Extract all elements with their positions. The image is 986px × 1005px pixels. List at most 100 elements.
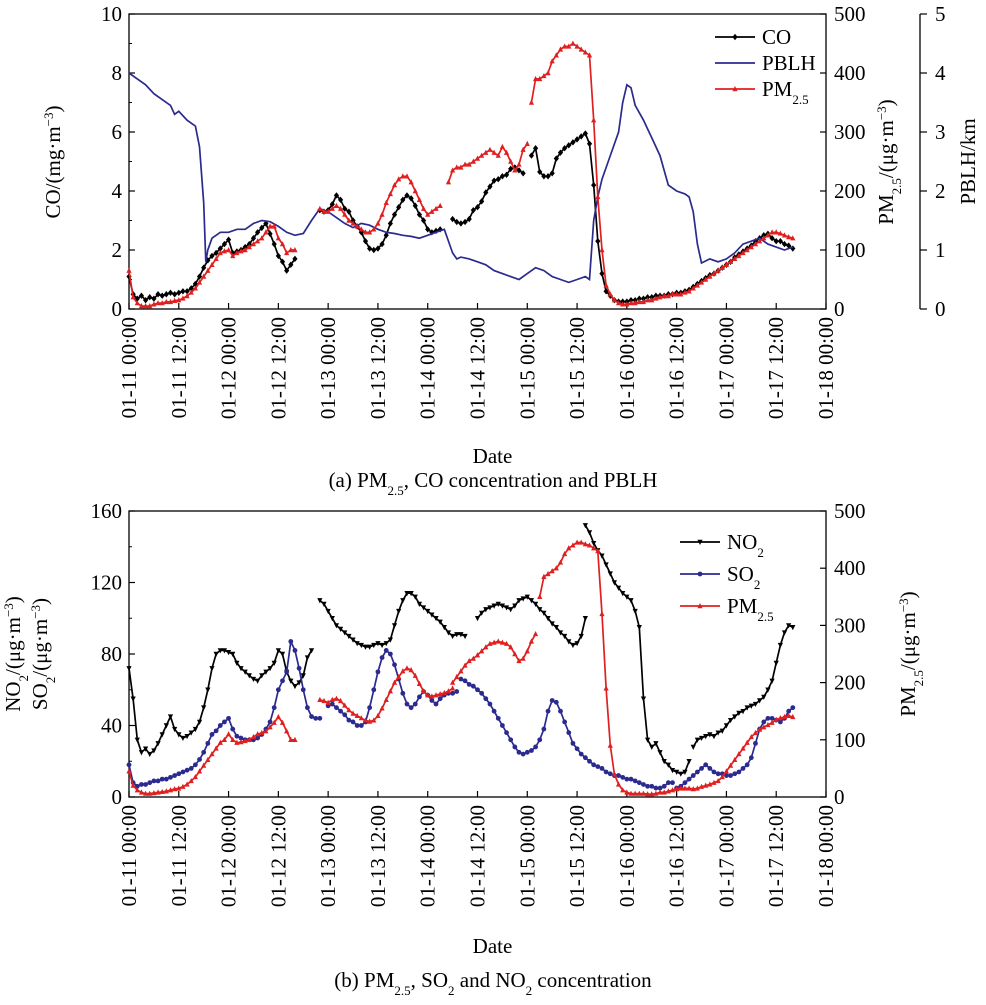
data-point bbox=[532, 145, 539, 152]
data-point bbox=[732, 86, 738, 92]
data-point bbox=[371, 687, 377, 693]
data-point bbox=[475, 687, 480, 693]
data-point bbox=[636, 298, 642, 305]
data-point bbox=[379, 240, 385, 248]
data-point bbox=[740, 709, 746, 715]
data-point bbox=[255, 229, 261, 236]
data-point bbox=[487, 640, 493, 646]
x-axis-tick-label: 01-14 12:00 bbox=[466, 317, 490, 419]
data-point bbox=[275, 687, 281, 693]
data-point bbox=[420, 205, 427, 211]
data-point bbox=[537, 75, 543, 82]
x-axis-tick-label: 01-13 00:00 bbox=[316, 317, 340, 419]
data-point bbox=[653, 790, 659, 796]
data-point bbox=[292, 255, 298, 263]
data-point bbox=[271, 705, 277, 711]
data-point bbox=[669, 767, 676, 774]
data-point bbox=[180, 783, 186, 789]
data-point bbox=[603, 769, 609, 775]
data-point bbox=[408, 179, 414, 185]
right-axis-tick-label: 300 bbox=[834, 613, 866, 637]
data-point bbox=[275, 713, 281, 720]
data-point bbox=[495, 638, 501, 644]
data-point bbox=[217, 245, 223, 252]
data-point bbox=[371, 246, 377, 254]
data-point bbox=[661, 759, 667, 765]
data-point bbox=[541, 610, 547, 616]
data-point bbox=[479, 690, 485, 696]
data-point bbox=[445, 688, 452, 694]
data-point bbox=[553, 565, 559, 571]
data-point bbox=[732, 756, 738, 763]
no2-axis-label: NO2/(μg·m−3) bbox=[1, 596, 31, 712]
data-point bbox=[412, 701, 418, 707]
x-axis-tick-label: 01-12 00:00 bbox=[217, 317, 241, 419]
data-point bbox=[309, 714, 314, 719]
data-point bbox=[180, 295, 186, 301]
data-point bbox=[512, 167, 518, 173]
data-point bbox=[159, 732, 165, 738]
data-point bbox=[296, 680, 302, 686]
data-point bbox=[736, 252, 742, 259]
data-point bbox=[342, 205, 348, 212]
data-point bbox=[703, 734, 709, 740]
data-point bbox=[470, 206, 476, 214]
data-point bbox=[412, 202, 418, 209]
data-point bbox=[503, 171, 510, 178]
data-point bbox=[367, 705, 373, 711]
data-point bbox=[520, 146, 526, 152]
data-point bbox=[230, 252, 236, 259]
x-axis-tick-label: 01-13 12:00 bbox=[366, 317, 390, 419]
data-point bbox=[317, 715, 323, 721]
data-point bbox=[765, 232, 771, 238]
data-point bbox=[611, 580, 618, 586]
data-point bbox=[512, 651, 518, 657]
data-point bbox=[151, 301, 157, 307]
data-point bbox=[533, 744, 538, 750]
data-point bbox=[142, 296, 149, 304]
data-point bbox=[138, 292, 145, 299]
data-point bbox=[545, 570, 551, 577]
data-point bbox=[192, 773, 198, 780]
data-point bbox=[574, 539, 580, 545]
data-point bbox=[474, 652, 481, 658]
data-point bbox=[719, 264, 725, 270]
data-point bbox=[138, 303, 145, 309]
data-point bbox=[508, 607, 514, 613]
data-point bbox=[669, 291, 676, 297]
data-point bbox=[748, 755, 754, 761]
data-point bbox=[591, 545, 597, 551]
data-point bbox=[126, 267, 132, 273]
data-point bbox=[586, 542, 593, 548]
data-point bbox=[126, 768, 132, 774]
data-point bbox=[196, 279, 203, 285]
left-axis-tick-label: 8 bbox=[112, 61, 123, 85]
data-point bbox=[155, 778, 161, 784]
data-point bbox=[757, 238, 763, 244]
data-point bbox=[238, 248, 244, 254]
data-point bbox=[151, 295, 157, 302]
data-point bbox=[769, 229, 775, 235]
data-point bbox=[628, 300, 634, 306]
data-point bbox=[508, 158, 514, 164]
data-point bbox=[284, 267, 290, 274]
data-point bbox=[723, 261, 730, 267]
data-point bbox=[155, 741, 161, 747]
data-point bbox=[379, 211, 385, 217]
data-point bbox=[209, 732, 215, 737]
data-point bbox=[225, 236, 232, 243]
data-point bbox=[404, 591, 410, 597]
data-point bbox=[769, 678, 775, 684]
data-point bbox=[653, 741, 659, 747]
data-point bbox=[516, 161, 522, 167]
data-point bbox=[308, 648, 315, 654]
data-point bbox=[279, 258, 286, 265]
data-point bbox=[786, 712, 792, 718]
data-point bbox=[727, 258, 734, 264]
data-point bbox=[230, 736, 236, 742]
right-axis-tick-label: 500 bbox=[834, 499, 866, 523]
data-point bbox=[578, 539, 584, 545]
data-point bbox=[524, 749, 530, 755]
data-point bbox=[383, 648, 389, 653]
data-point bbox=[225, 731, 232, 737]
